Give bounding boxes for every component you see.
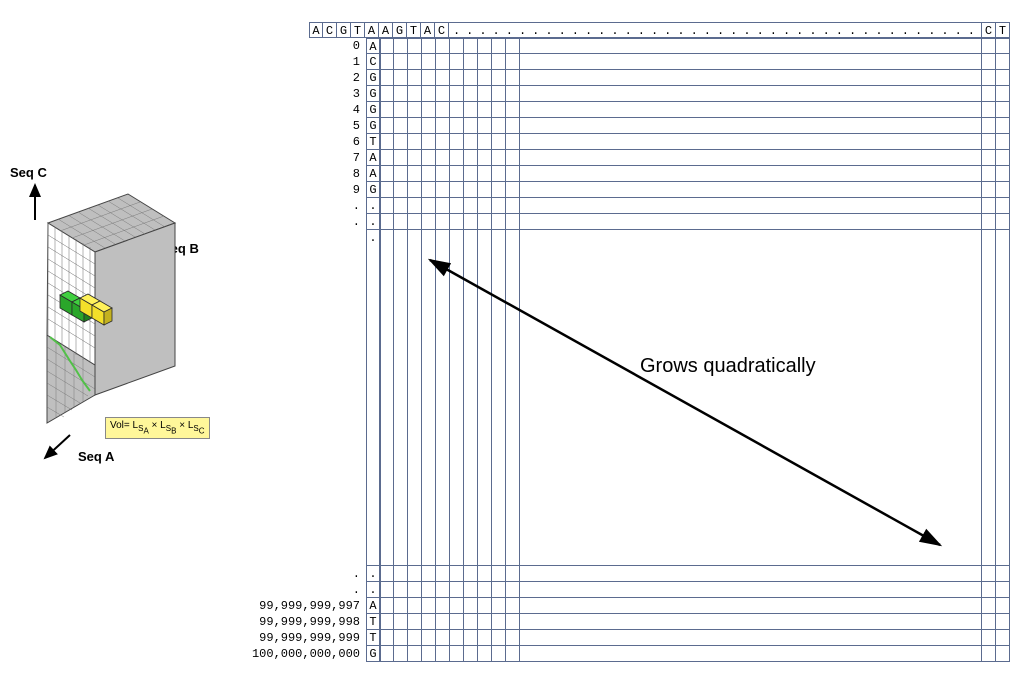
row-char: G [366, 646, 380, 662]
matrix-row: 99,999,999,999T [240, 630, 1010, 646]
row-index: 1 [240, 54, 366, 70]
col-header: T [351, 22, 365, 38]
matrix-row: 8A [240, 166, 1010, 182]
matrix-row: .. [240, 566, 1010, 582]
matrix-row: .. [240, 582, 1010, 598]
row-index: 5 [240, 118, 366, 134]
row-char: T [366, 614, 380, 630]
row-char: . [366, 566, 380, 582]
row-index: . [240, 566, 366, 582]
row-char: A [366, 166, 380, 182]
row-index: . [240, 582, 366, 598]
matrix-row: .. [240, 214, 1010, 230]
matrix-row: 6T [240, 134, 1010, 150]
cube-svg [10, 165, 220, 475]
row-char: . [366, 198, 380, 214]
matrix-row: 9G [240, 182, 1010, 198]
col-header-ellipsis: ........................................ [449, 22, 982, 38]
row-index: 0 [240, 38, 366, 54]
matrix-row: 7A [240, 150, 1010, 166]
row-char: . [366, 214, 380, 230]
row-char: G [366, 70, 380, 86]
row-char: G [366, 182, 380, 198]
row-char: C [366, 54, 380, 70]
row-index: 100,000,000,000 [240, 646, 366, 662]
row-char: G [366, 86, 380, 102]
cube-inset: Seq C Seq B Seq A Vol= LSA × LSB × LSC [10, 165, 220, 495]
matrix-row: . [240, 230, 1010, 566]
matrix-row: 100,000,000,000G [240, 646, 1010, 662]
matrix-row: 4G [240, 102, 1010, 118]
row-char: G [366, 102, 380, 118]
row-index: 3 [240, 86, 366, 102]
matrix-row: 1C [240, 54, 1010, 70]
col-header: T [407, 22, 421, 38]
matrix-row: 99,999,999,997A [240, 598, 1010, 614]
matrix-row: 5G [240, 118, 1010, 134]
row-index [240, 230, 366, 566]
row-char: A [366, 38, 380, 54]
row-index: 99,999,999,997 [240, 598, 366, 614]
grows-quadratically-label: Grows quadratically [640, 355, 816, 378]
row-char: T [366, 630, 380, 646]
col-header: A [309, 22, 323, 38]
col-header: C [982, 22, 996, 38]
row-index: 7 [240, 150, 366, 166]
col-header: T [996, 22, 1010, 38]
matrix-row: .. [240, 198, 1010, 214]
row-index: 8 [240, 166, 366, 182]
col-header: G [393, 22, 407, 38]
row-index: . [240, 214, 366, 230]
row-index: 99,999,999,998 [240, 614, 366, 630]
alignment-matrix: X ACGTAAGTAC............................… [240, 22, 1010, 662]
matrix-row: 2G [240, 70, 1010, 86]
row-index: . [240, 198, 366, 214]
row-char: . [366, 230, 380, 566]
row-index: 99,999,999,999 [240, 630, 366, 646]
matrix-top-header: X ACGTAAGTAC............................… [240, 22, 1010, 38]
col-header: C [323, 22, 337, 38]
row-char: T [366, 134, 380, 150]
row-index: 6 [240, 134, 366, 150]
col-header: A [379, 22, 393, 38]
matrix-row: 3G [240, 86, 1010, 102]
row-char: A [366, 150, 380, 166]
row-char: G [366, 118, 380, 134]
row-char: . [366, 582, 380, 598]
figure-canvas: Seq C Seq B Seq A Vol= LSA × LSB × LSC [0, 0, 1023, 681]
matrix-row: 99,999,999,998T [240, 614, 1010, 630]
col-header: A [421, 22, 435, 38]
col-header: G [337, 22, 351, 38]
row-char: A [366, 598, 380, 614]
row-index: 2 [240, 70, 366, 86]
col-header: C [435, 22, 449, 38]
row-index: 4 [240, 102, 366, 118]
col-header: A [365, 22, 379, 38]
row-index: 9 [240, 182, 366, 198]
matrix-row: 0A [240, 38, 1010, 54]
